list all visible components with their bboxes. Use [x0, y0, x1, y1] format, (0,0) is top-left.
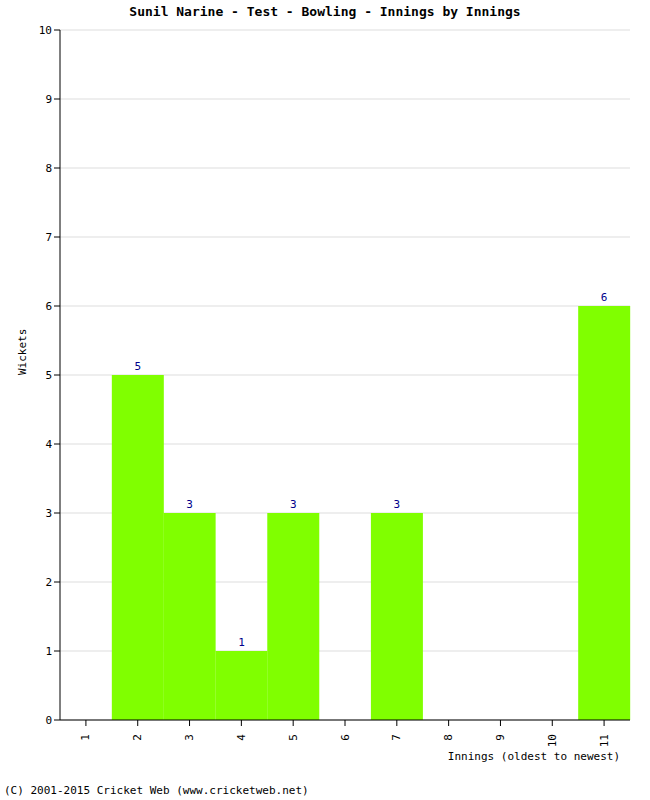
svg-text:9: 9 [494, 734, 507, 741]
svg-text:5: 5 [45, 369, 52, 382]
svg-text:5: 5 [135, 360, 142, 373]
svg-text:8: 8 [45, 162, 52, 175]
html-text:Sunil Narine - Test - Bowling: Sunil Narine - Test - Bowling - Innings … [129, 4, 521, 19]
svg-text:2: 2 [131, 734, 144, 741]
svg-text:3: 3 [394, 498, 401, 511]
svg-text:4: 4 [235, 734, 248, 741]
svg-text:10: 10 [546, 734, 559, 747]
svg-text:1: 1 [79, 734, 92, 741]
svg-text:3: 3 [183, 734, 196, 741]
svg-text:2: 2 [45, 576, 52, 589]
svg-text:11: 11 [598, 734, 611, 747]
svg-text:4: 4 [45, 438, 52, 451]
svg-text:Innings (oldest to newest): Innings (oldest to newest) [448, 750, 620, 763]
html-text:(C) 2001-2015 Cricket Web (www: (C) 2001-2015 Cricket Web (www.cricketwe… [4, 784, 309, 797]
svg-text:8: 8 [442, 734, 455, 741]
svg-text:Wickets: Wickets [16, 329, 29, 375]
svg-text:6: 6 [45, 300, 52, 313]
svg-text:5: 5 [287, 734, 300, 741]
svg-text:9: 9 [45, 93, 52, 106]
svg-text:1: 1 [45, 645, 52, 658]
svg-text:7: 7 [390, 734, 403, 741]
svg-text:3: 3 [290, 498, 297, 511]
svg-text:10: 10 [39, 24, 52, 37]
svg-text:1: 1 [238, 636, 245, 649]
svg-text:7: 7 [45, 231, 52, 244]
svg-text:3: 3 [45, 507, 52, 520]
svg-text:6: 6 [601, 291, 608, 304]
svg-text:3: 3 [186, 498, 193, 511]
svg-text:6: 6 [339, 734, 352, 741]
svg-text:0: 0 [45, 714, 52, 727]
